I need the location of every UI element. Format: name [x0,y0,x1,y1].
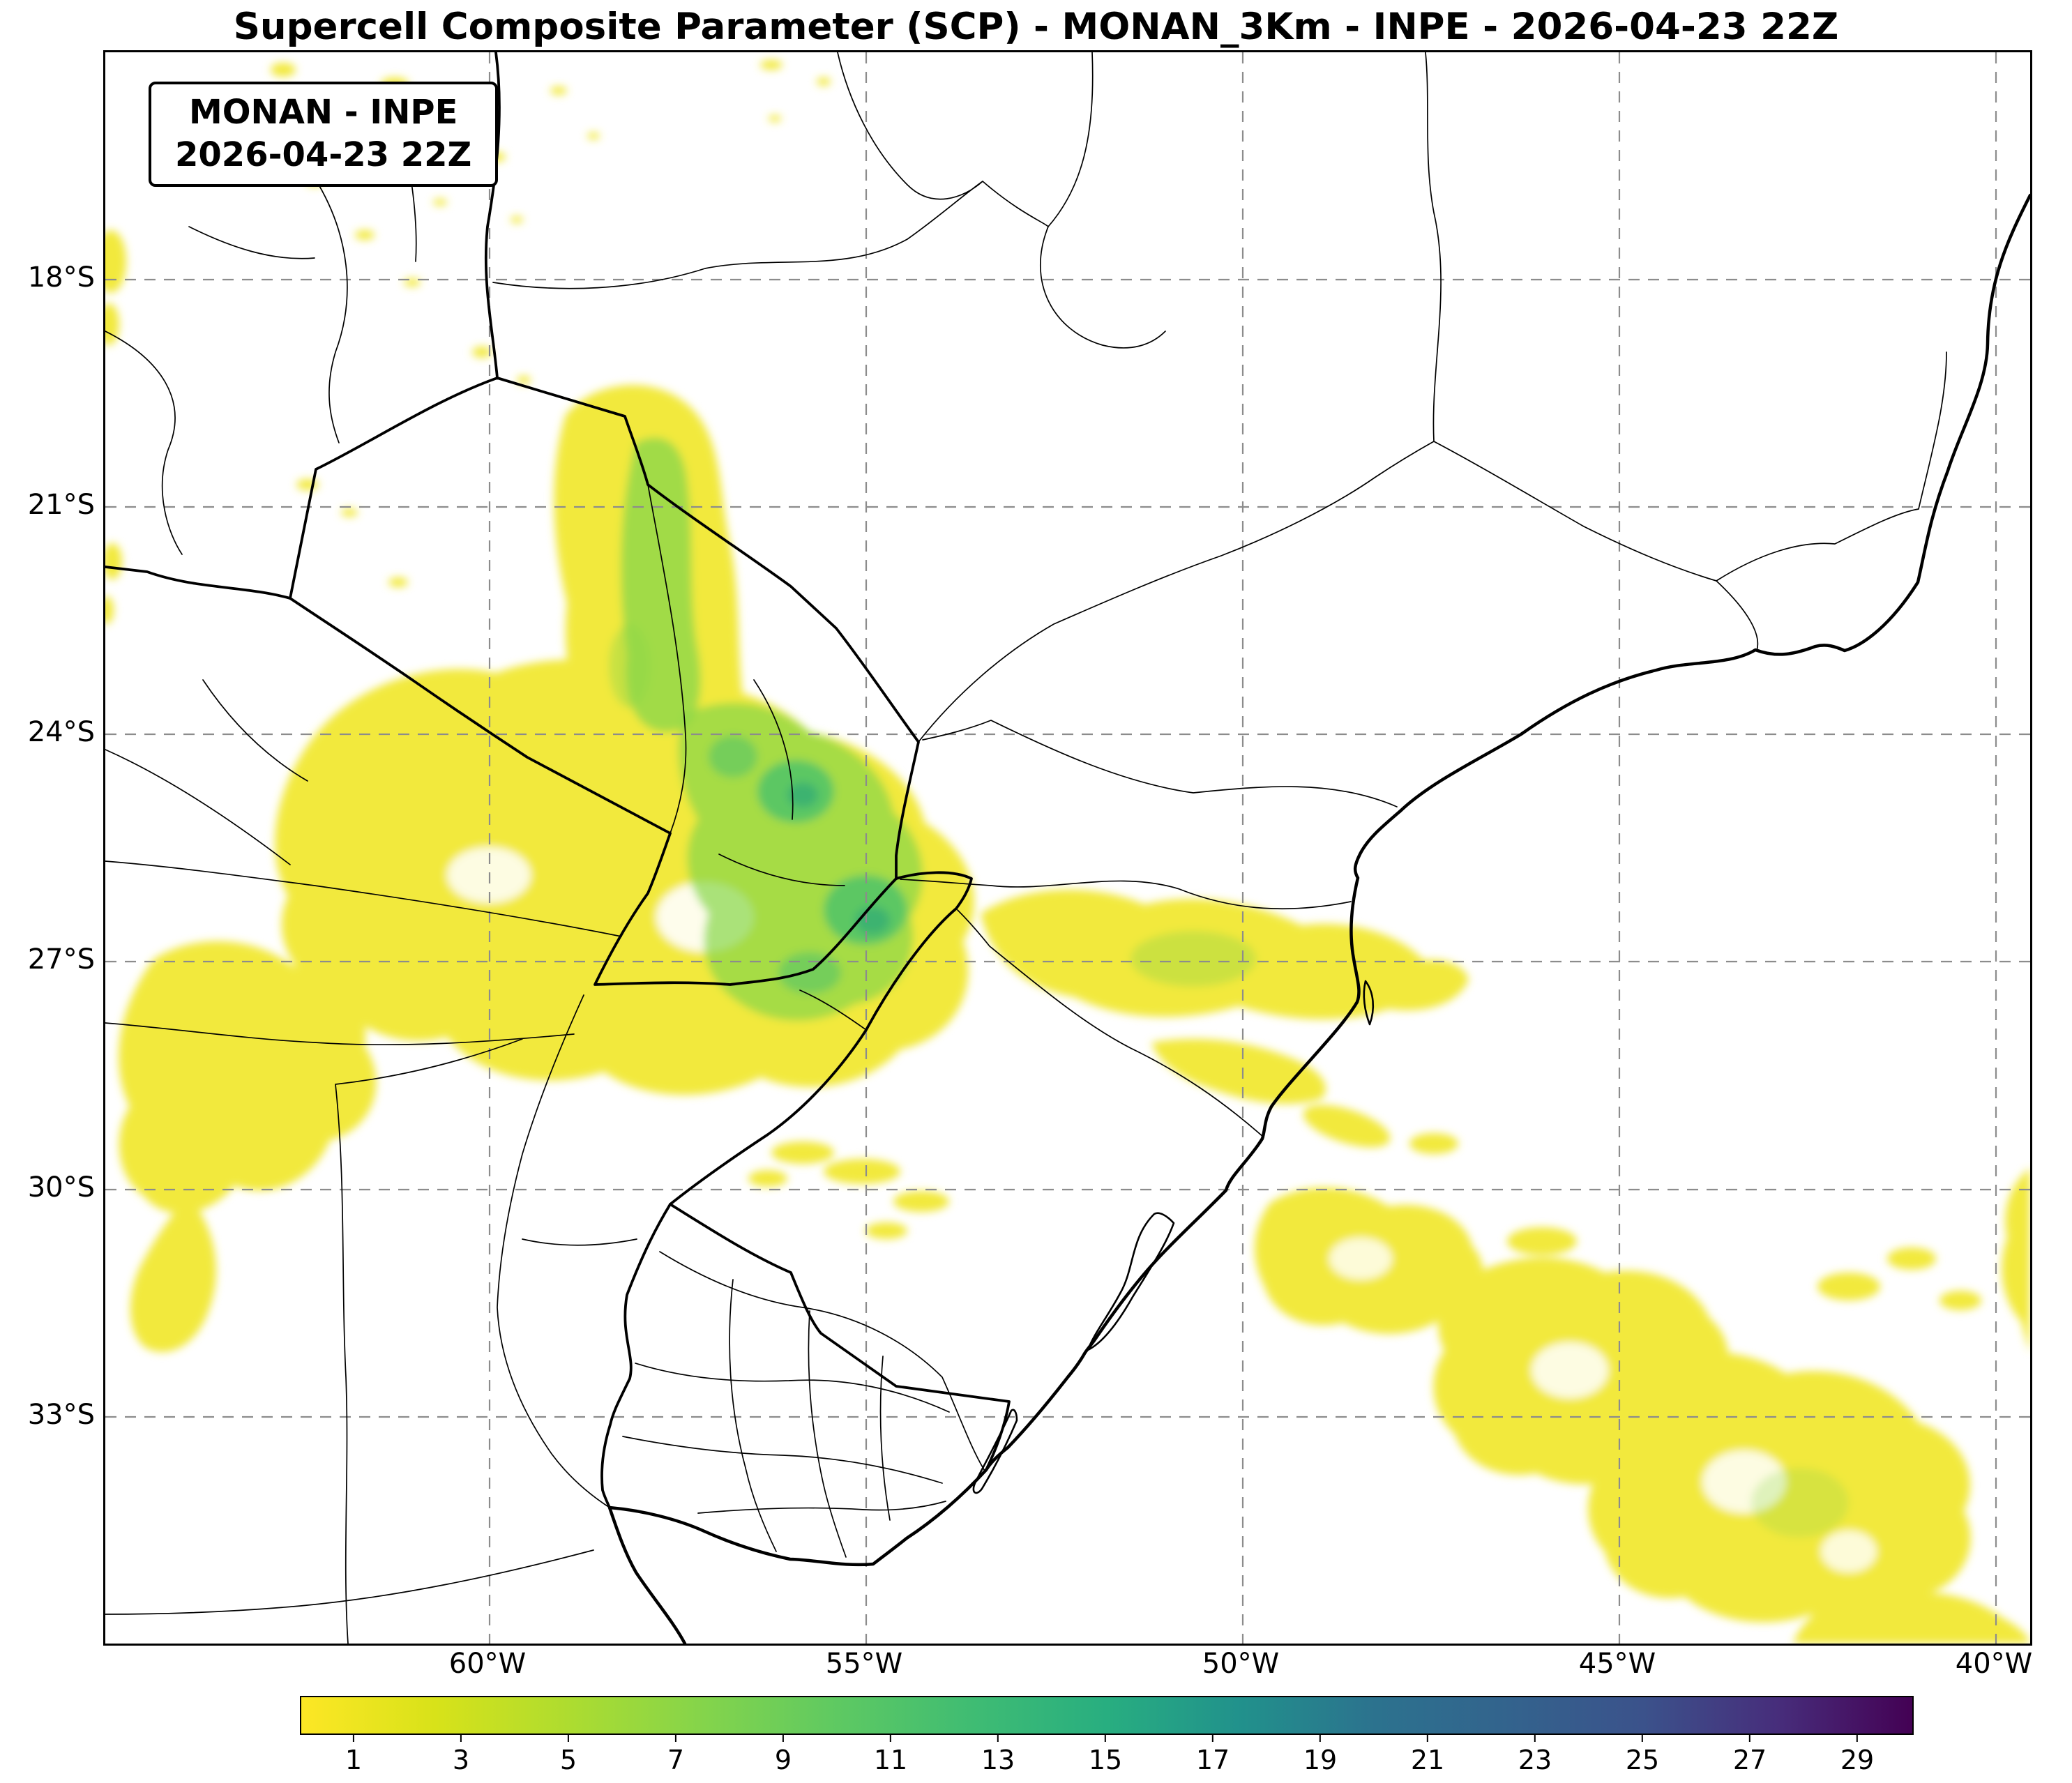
colorbar-tick-label: 15 [1088,1745,1123,1775]
lat-tick-27s: 27°S [27,943,95,976]
coastline [607,193,2030,1644]
colorbar-gradient [300,1696,1914,1735]
bolivia-department-borders [105,93,417,555]
colorbar-tick-mark [1641,1735,1644,1742]
colorbar-tick-mark [1104,1735,1107,1742]
colorbar-tick-mark [1319,1735,1322,1742]
colorbar-tick-mark [1426,1735,1429,1742]
colorbar-tick-label: 21 [1410,1745,1445,1775]
lat-tick-21s: 21°S [27,489,95,521]
argentina-uruguay-border [600,1203,672,1509]
colorbar-tick-label: 9 [774,1745,792,1775]
colorbar-tick-mark [1211,1735,1214,1742]
argentina-province-borders [105,679,867,1644]
lat-tick-18s: 18°S [27,261,95,294]
lon-tick-50w: 50°W [1202,1648,1280,1680]
map-canvas [105,52,2030,1644]
lagoa-dos-patos [1087,1212,1175,1351]
brazil-state-borders [492,52,1947,1138]
colorbar-tick-label: 23 [1518,1745,1552,1775]
colorbar-tick-label: 5 [559,1745,577,1775]
colorbar-tick-label: 29 [1840,1745,1875,1775]
colorbar-tick-mark [460,1735,462,1742]
atlantic-coastline [607,193,2030,1644]
colorbar-tick-mark [674,1735,677,1742]
lon-tick-40w: 40°W [1955,1648,2033,1680]
lon-tick-55w: 55°W [825,1648,903,1680]
colorbar-tick-mark [889,1735,892,1742]
colorbar-tick-label: 27 [1732,1745,1767,1775]
lon-tick-45w: 45°W [1578,1648,1656,1680]
colorbar-tick-label: 13 [981,1745,1015,1775]
state-borders [105,52,1947,1644]
paraguay-department-borders [647,484,845,886]
colorbar-tick-label: 1 [345,1745,363,1775]
colorbar-tick-mark [997,1735,999,1742]
inset-datetime-label: 2026-04-23 22Z [175,135,472,175]
bolivia-brazil-border [484,52,501,379]
paraguay-border [289,377,920,986]
lat-tick-33s: 33°S [27,1399,95,1431]
colorbar-tick-label: 3 [452,1745,470,1775]
lagoa-mirim [972,1409,1018,1494]
colorbar-tick-label: 7 [667,1745,685,1775]
colorbar-tick-label: 11 [873,1745,908,1775]
lon-tick-60w: 60°W [448,1648,527,1680]
colorbar-tick-mark [352,1735,355,1742]
colorbar-tick-mark [1534,1735,1536,1742]
colorbar-tick-label: 25 [1625,1745,1660,1775]
gridlines [105,52,2030,1644]
uruguay-department-borders [622,1251,986,1558]
country-borders [105,52,1011,1509]
colorbar-tick-label: 17 [1195,1745,1230,1775]
brazil-uruguay-border [669,1203,1011,1471]
inset-model-label: MONAN - INPE [188,93,458,132]
scp-field [105,60,2030,1644]
colorbar-tick-mark [567,1735,570,1742]
inset-info-box: MONAN - INPE 2026-04-23 22Z [149,82,499,187]
florianopolis-island [1363,980,1375,1026]
map-frame: MONAN - INPE 2026-04-23 22Z [103,50,2032,1646]
colorbar-tick-mark [1748,1735,1751,1742]
lat-tick-24s: 24°S [27,716,95,748]
colorbar-tick-mark [1856,1735,1859,1742]
colorbar-tick-label: 19 [1303,1745,1338,1775]
bolivia-argentina-border [105,566,292,600]
lat-tick-30s: 30°S [27,1171,95,1204]
colorbar-tick-mark [782,1735,785,1742]
brazil-argentina-border [669,871,973,1206]
figure-title: Supercell Composite Parameter (SCP) - MO… [233,6,1839,48]
